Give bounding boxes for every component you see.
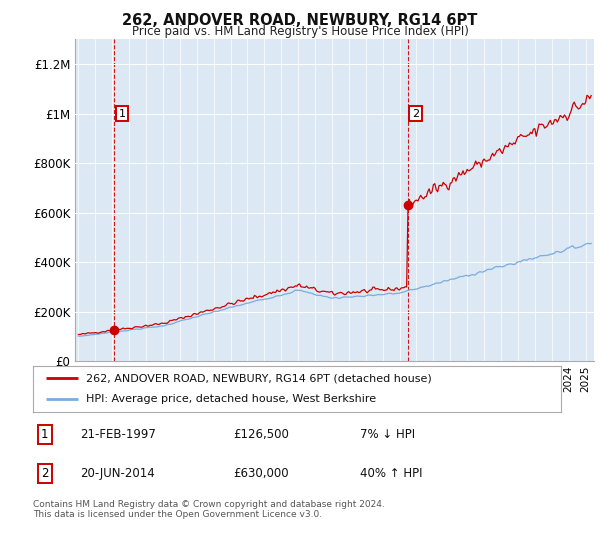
Text: 262, ANDOVER ROAD, NEWBURY, RG14 6PT: 262, ANDOVER ROAD, NEWBURY, RG14 6PT xyxy=(122,13,478,29)
Text: 40% ↑ HPI: 40% ↑ HPI xyxy=(361,467,423,480)
Text: 1: 1 xyxy=(119,109,125,119)
Text: 2: 2 xyxy=(41,467,49,480)
Text: HPI: Average price, detached house, West Berkshire: HPI: Average price, detached house, West… xyxy=(86,394,376,404)
Text: £630,000: £630,000 xyxy=(233,467,289,480)
Text: 2: 2 xyxy=(412,109,419,119)
Text: Contains HM Land Registry data © Crown copyright and database right 2024.
This d: Contains HM Land Registry data © Crown c… xyxy=(33,500,385,519)
Text: 21-FEB-1997: 21-FEB-1997 xyxy=(80,428,157,441)
Text: 20-JUN-2014: 20-JUN-2014 xyxy=(80,467,155,480)
Text: £126,500: £126,500 xyxy=(233,428,290,441)
Text: Price paid vs. HM Land Registry's House Price Index (HPI): Price paid vs. HM Land Registry's House … xyxy=(131,25,469,38)
Text: 262, ANDOVER ROAD, NEWBURY, RG14 6PT (detached house): 262, ANDOVER ROAD, NEWBURY, RG14 6PT (de… xyxy=(86,373,431,383)
Text: 7% ↓ HPI: 7% ↓ HPI xyxy=(361,428,415,441)
Text: 1: 1 xyxy=(41,428,49,441)
